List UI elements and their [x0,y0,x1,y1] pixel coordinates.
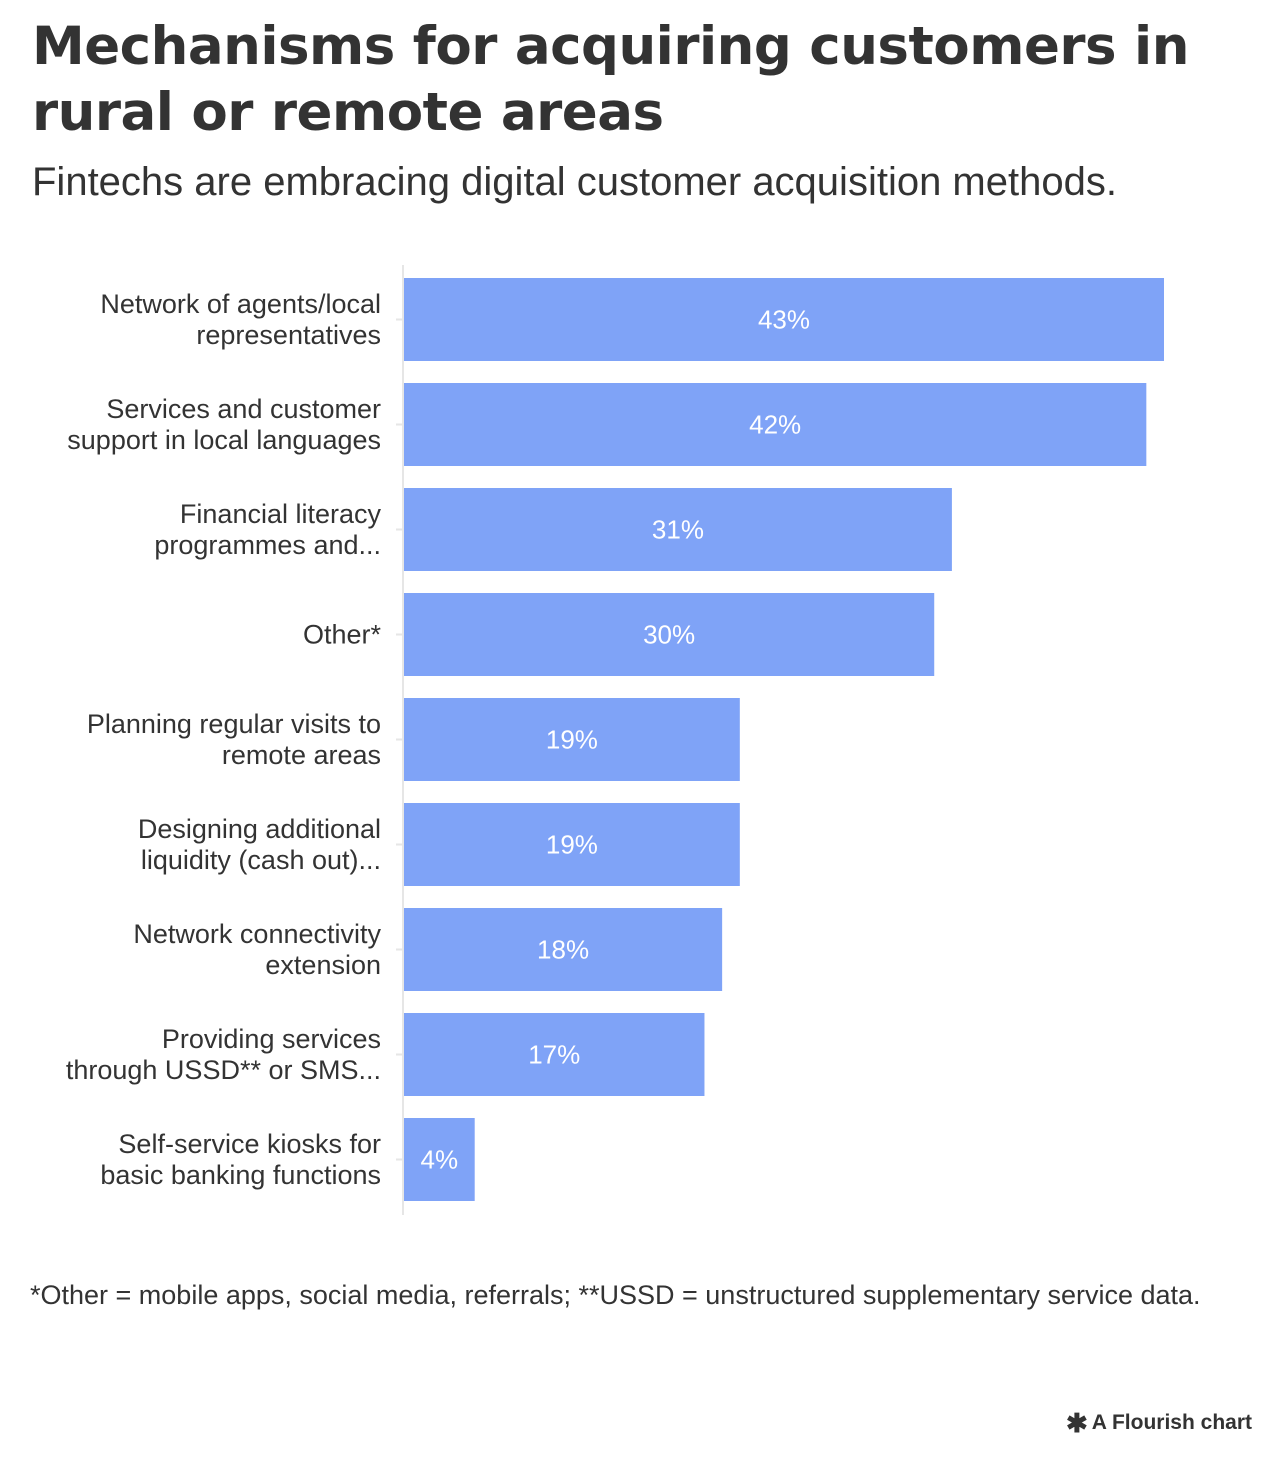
credit-label: A Flourish chart [1091,1411,1252,1434]
bar-value-label: 43% [758,305,810,335]
category-label: Network of agents/local representatives [100,289,381,350]
flourish-credit[interactable]: ✱ A Flourish chart [1066,1410,1252,1436]
bar-value-label: 19% [546,830,598,860]
bar[interactable] [404,698,740,781]
bar-value-label: 19% [546,725,598,755]
bar-value-label: 31% [652,515,704,545]
bar-value-label: 4% [421,1145,459,1175]
category-label: Planning regular visits to remote areas [87,709,381,770]
category-label: Self-service kiosks for basic banking fun… [100,1129,381,1190]
bar[interactable] [404,908,723,991]
bar-value-label: 42% [749,410,801,440]
bar[interactable] [404,383,1147,466]
bar[interactable] [404,593,935,676]
bar-value-label: 18% [537,935,589,965]
bar-chart: 43% Network of agents/local representative… [66,265,1164,1215]
bar[interactable] [404,1013,705,1096]
bar-value-label: 30% [643,620,695,650]
bar[interactable] [404,488,952,571]
footnote: *Other = mobile apps, social media, refe… [30,1280,1201,1310]
bar[interactable] [404,1118,475,1201]
bar-value-label: 17% [528,1040,580,1070]
bar[interactable] [404,278,1164,361]
chart-title: Mechanisms for acquiring customers in ru… [32,16,1189,143]
category-label: Other* [303,620,382,650]
category-label: Network connectivity extension [133,919,381,980]
category-label: Services and customer support in local la… [67,394,381,455]
flourish-asterisk-icon: ✱ [1065,1408,1088,1438]
category-label: Providing services through USSD** or SMS.… [66,1024,381,1085]
category-label: Financial literacy programmes and... [154,499,381,560]
chart-subtitle: Fintechs are embracing digital customer … [32,160,1117,204]
category-label: Designing additional liquidity (cash out)… [138,814,381,875]
bar[interactable] [404,803,740,886]
